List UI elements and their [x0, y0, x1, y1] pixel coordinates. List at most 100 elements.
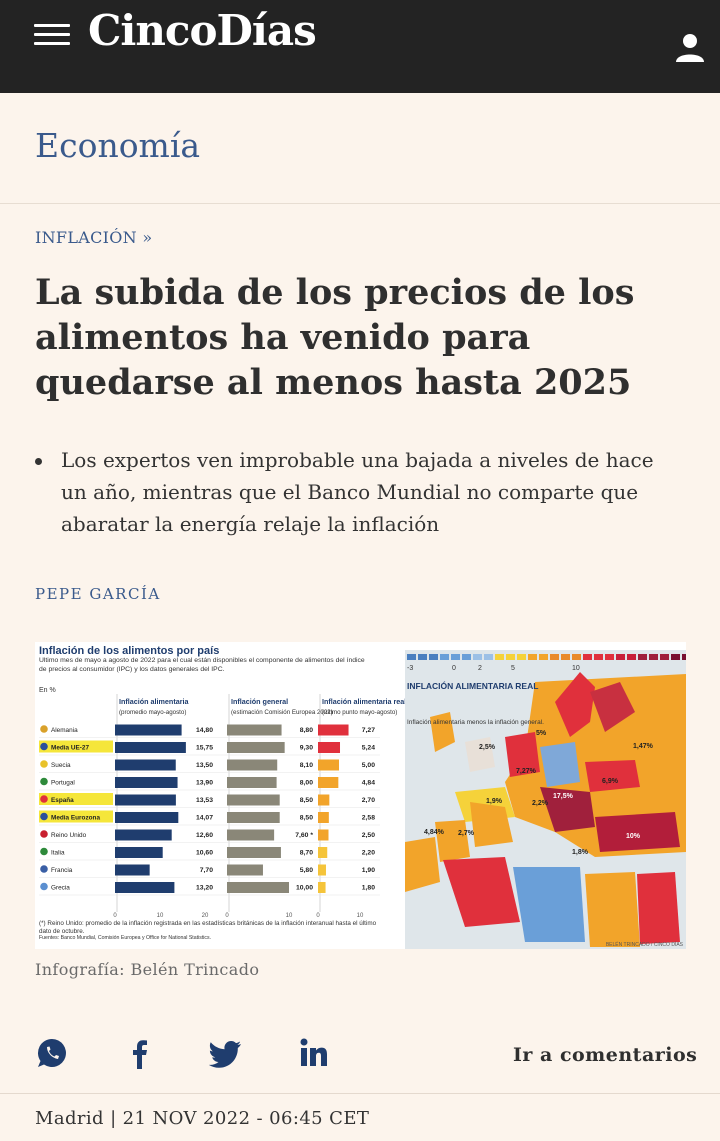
bar-value-label: 8,80: [300, 727, 313, 734]
bar-value-label: 1,80: [362, 885, 375, 892]
bar: [115, 742, 186, 753]
map-value-label: 17,5%: [553, 793, 574, 800]
bar: [115, 777, 178, 788]
chart-title: Inflación de los alimentos por país: [39, 645, 219, 657]
bar-value-label: 12,60: [196, 832, 213, 839]
bar-value-label: 9,30: [300, 745, 313, 752]
scale-step: [550, 654, 559, 660]
user-icon[interactable]: [674, 32, 706, 64]
flag-icon: [40, 742, 48, 751]
divider: [0, 1093, 720, 1094]
flag-icon: [40, 777, 48, 786]
axis-tick: 0: [113, 913, 117, 919]
facebook-icon[interactable]: [123, 1036, 157, 1070]
bar: [318, 794, 330, 806]
scale-step: [660, 654, 669, 660]
map-value-label: 7,27%: [516, 768, 537, 775]
article-dateline: Madrid | 21 NOV 2022 - 06:45 CET: [35, 1108, 370, 1129]
bar-value-label: 8,10: [300, 762, 313, 769]
scale-tick: 0: [452, 665, 456, 672]
site-logo[interactable]: CincoDías: [88, 6, 317, 55]
map-value-label: 2,2%: [532, 800, 549, 807]
bullet-icon: [35, 458, 42, 465]
bar-value-label: 7,27: [362, 727, 375, 734]
scale-step: [473, 654, 482, 660]
map-credit: BELÉN TRINCADO / CINCO DÍAS: [606, 941, 684, 948]
bar-value-label: 13,50: [196, 762, 213, 769]
axis-tick: 10: [157, 913, 164, 919]
menu-icon[interactable]: [34, 22, 72, 46]
whatsapp-icon[interactable]: [35, 1036, 69, 1070]
summary-text: Los expertos ven improbable una bajada a…: [61, 448, 654, 536]
bar: [318, 742, 341, 753]
bar-value-label: 2,58: [362, 815, 375, 822]
bar: [318, 724, 349, 736]
scale-step: [407, 654, 416, 660]
bar: [227, 864, 263, 876]
bar-value-label: 10,00: [296, 885, 313, 892]
article-author[interactable]: PEPE GARCÍA: [35, 585, 161, 603]
scale-step: [605, 654, 614, 660]
scale-step: [616, 654, 625, 660]
scale-step: [440, 654, 449, 660]
chart-footnote: (*) Reino Unido: promedio de la inflació…: [39, 920, 377, 935]
bar: [227, 794, 280, 806]
bar-value-label: 2,70: [362, 797, 375, 804]
bar: [318, 847, 328, 858]
top-bar: CincoDías: [0, 0, 720, 93]
category-label: España: [51, 797, 74, 804]
row-highlight: [39, 810, 113, 823]
inflation-map: -3 0 2 5 10 INFLACIÓN ALIMENTARIA REAL Infla…: [405, 650, 686, 949]
article-headline: La subida de los precios de los alimento…: [35, 272, 635, 403]
map-value-label: 5%: [536, 730, 547, 737]
scale-step: [594, 654, 603, 660]
axis-tick: 10: [357, 913, 364, 919]
flag-icon: [40, 812, 48, 821]
bar: [318, 759, 339, 771]
comments-link[interactable]: Ir a comentarios: [513, 1044, 698, 1066]
map-description: Inflación alimentaria menos la inflación…: [407, 719, 544, 726]
bar-value-label: 4,84: [362, 780, 375, 787]
bar: [227, 759, 278, 771]
category-label: Portugal: [51, 779, 75, 786]
axis-tick: 20: [202, 913, 209, 919]
flag-icon: [40, 882, 48, 891]
twitter-icon[interactable]: [208, 1036, 243, 1070]
article-kicker[interactable]: INFLACIÓN »: [35, 228, 153, 247]
map-value-label: 2,5%: [479, 744, 496, 751]
linkedin-icon[interactable]: [297, 1036, 331, 1070]
scale-step: [418, 654, 427, 660]
scale-step: [638, 654, 647, 660]
bar: [115, 882, 175, 893]
row-highlight: [39, 793, 113, 805]
axis-tick: 10: [286, 913, 293, 919]
infographic[interactable]: Inflación de los alimentos por país Últi…: [35, 642, 686, 949]
flag-icon: [40, 760, 48, 768]
scale-step: [649, 654, 658, 660]
bar: [115, 759, 176, 771]
bar: [227, 812, 280, 823]
column-subheader: (último punto mayo-agosto): [322, 709, 397, 716]
scale-step: [572, 654, 581, 660]
column-header: Inflación alimentaria: [119, 697, 190, 706]
category-label: Suecia: [51, 762, 71, 769]
map-value-label: 1,8%: [572, 849, 589, 856]
flag-icon: [40, 847, 48, 856]
bar: [318, 864, 326, 876]
bar: [318, 812, 329, 823]
bar: [115, 829, 172, 841]
scale-tick: 2: [478, 665, 482, 672]
scale-step: [539, 654, 548, 660]
chart-source: Fuentes: Banco Mundial, Comisión Europea…: [39, 935, 212, 942]
scale-step: [506, 654, 515, 660]
axis-tick: 0: [225, 913, 229, 919]
bar: [227, 829, 275, 841]
section-header: [0, 93, 720, 204]
scale-step: [495, 654, 504, 660]
scale-tick: 5: [511, 665, 515, 672]
column-header: Inflación alimentaria real: [322, 697, 406, 706]
section-title[interactable]: Economía: [35, 126, 201, 165]
bar: [115, 794, 176, 806]
bar-value-label: 8,70: [300, 850, 313, 857]
bar: [115, 847, 163, 858]
